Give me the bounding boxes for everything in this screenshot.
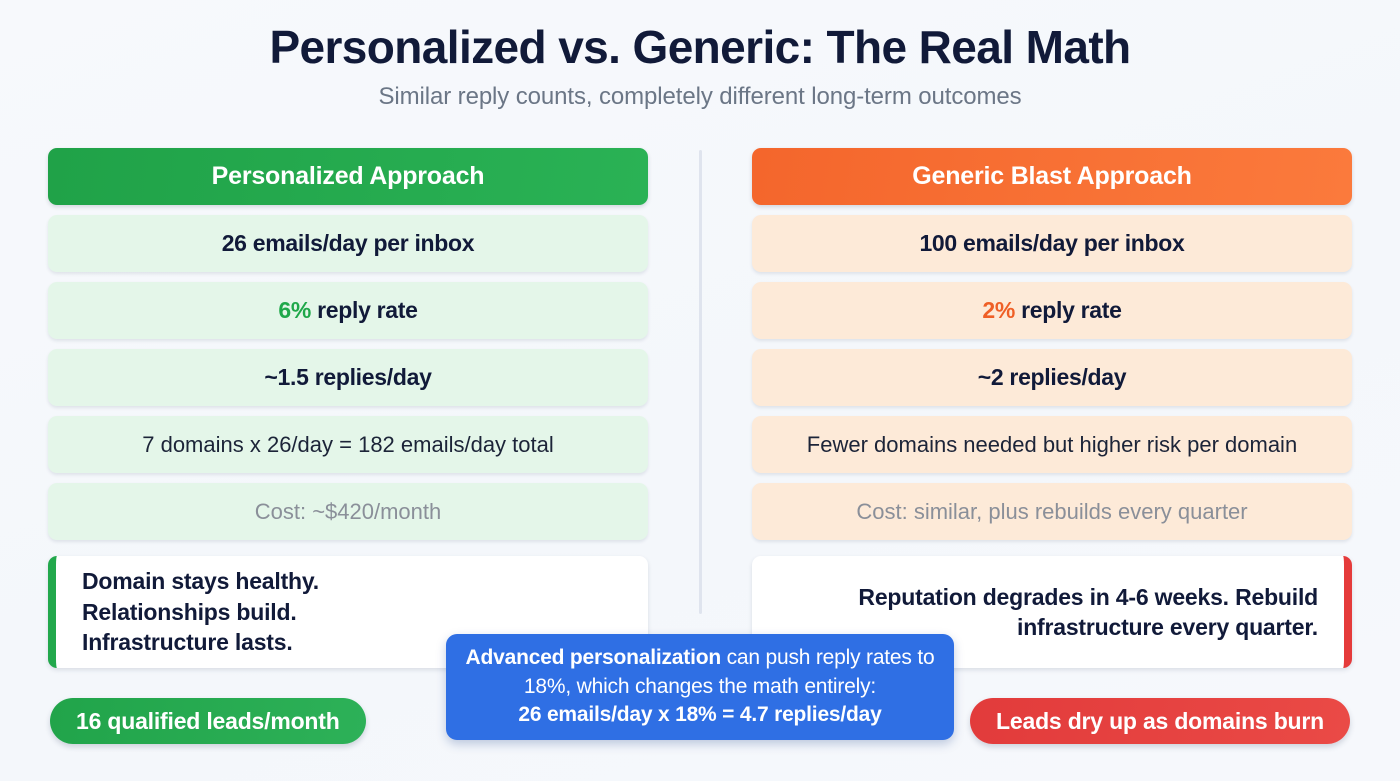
column-divider bbox=[699, 150, 702, 614]
metric-text: Cost: ~$420/month bbox=[254, 498, 442, 524]
column-header-personalized: Personalized Approach bbox=[48, 148, 648, 205]
metric-row-cost-left: Cost: ~$420/month bbox=[48, 483, 648, 540]
result-pill-personalized: 16 qualified leads/month bbox=[50, 698, 366, 744]
metric-row-cost-right: Cost: similar, plus rebuilds every quart… bbox=[752, 483, 1352, 540]
metric-text: Cost: similar, plus rebuilds every quart… bbox=[856, 498, 1248, 524]
page-title: Personalized vs. Generic: The Real Math bbox=[269, 21, 1131, 73]
reply-rate-label: reply rate bbox=[311, 297, 418, 323]
column-personalized: Personalized Approach 26 emails/day per … bbox=[48, 148, 648, 668]
metric-row-replies-per-day-right: ~2 replies/day bbox=[752, 349, 1352, 406]
metric-row-domain-math-left: 7 domains x 26/day = 182 emails/day tota… bbox=[48, 416, 648, 473]
callout-bold-tail: 26 emails/day x 18% = 4.7 replies/day bbox=[518, 703, 882, 727]
reply-rate-value: 6% bbox=[278, 297, 311, 323]
metric-row-replies-per-day-left: ~1.5 replies/day bbox=[48, 349, 648, 406]
metric-text: 2% reply rate bbox=[982, 297, 1122, 324]
callout-body: can push reply rates to 18%, which chang… bbox=[523, 646, 935, 698]
column-generic: Generic Blast Approach 100 emails/day pe… bbox=[752, 148, 1352, 668]
outcome-card-generic: Reputation degrades in 4-6 weeks. Rebuil… bbox=[752, 556, 1352, 668]
metric-text: ~1.5 replies/day bbox=[264, 364, 432, 390]
comparison-columns: Personalized Approach 26 emails/day per … bbox=[0, 148, 1400, 668]
metric-row-reply-rate-left: 6% reply rate bbox=[48, 282, 648, 339]
metric-row-emails-per-day-left: 26 emails/day per inbox bbox=[48, 215, 648, 272]
callout-bold-lead: Advanced personalization bbox=[465, 646, 722, 670]
metric-text: 100 emails/day per inbox bbox=[919, 230, 1185, 256]
callout-text: Advanced personalization can push reply … bbox=[464, 644, 936, 729]
reply-rate-value: 2% bbox=[982, 297, 1015, 323]
result-pill-generic: Leads dry up as domains burn bbox=[970, 698, 1350, 744]
metric-text: 7 domains x 26/day = 182 emails/day tota… bbox=[142, 431, 554, 457]
metric-row-emails-per-day-right: 100 emails/day per inbox bbox=[752, 215, 1352, 272]
metric-text: ~2 replies/day bbox=[977, 364, 1127, 390]
column-header-generic: Generic Blast Approach bbox=[752, 148, 1352, 205]
reply-rate-label: reply rate bbox=[1015, 297, 1122, 323]
advanced-personalization-callout: Advanced personalization can push reply … bbox=[446, 634, 954, 740]
outcome-text: Domain stays healthy. Relationships buil… bbox=[82, 568, 319, 656]
metric-text: 6% reply rate bbox=[278, 297, 418, 324]
metric-row-domain-math-right: Fewer domains needed but higher risk per… bbox=[752, 416, 1352, 473]
outcome-text: Reputation degrades in 4-6 weeks. Rebuil… bbox=[858, 583, 1318, 640]
outcome-card-personalized: Domain stays healthy. Relationships buil… bbox=[48, 556, 648, 668]
metric-row-reply-rate-right: 2% reply rate bbox=[752, 282, 1352, 339]
metric-text: 26 emails/day per inbox bbox=[221, 230, 475, 256]
page-header: Personalized vs. Generic: The Real Math … bbox=[0, 0, 1400, 111]
metric-text: Fewer domains needed but higher risk per… bbox=[806, 431, 1298, 457]
page-subtitle: Similar reply counts, completely differe… bbox=[378, 82, 1022, 110]
